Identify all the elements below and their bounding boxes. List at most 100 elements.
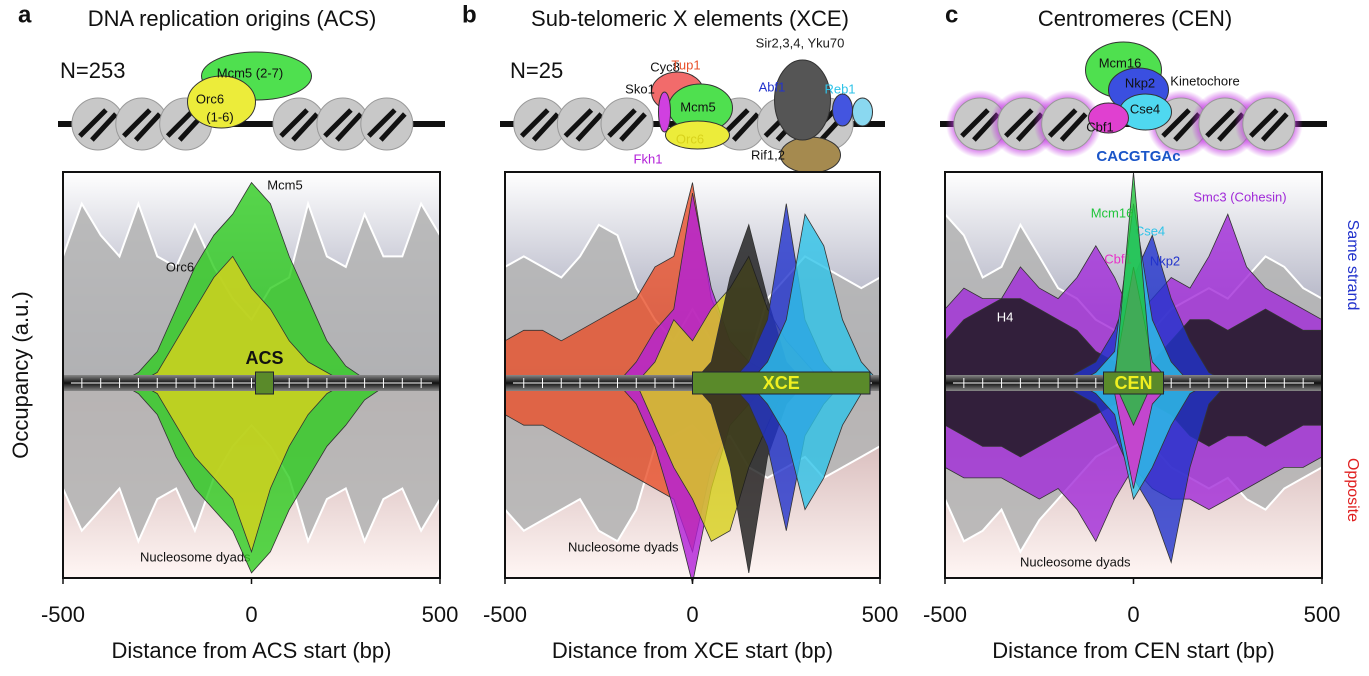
nucleosome xyxy=(1242,97,1296,151)
protein xyxy=(832,93,853,127)
nucleosome-wrap xyxy=(1004,108,1034,138)
nucleosome-wrap xyxy=(279,108,309,138)
series-label: Smc3 (Cohesin) xyxy=(1193,189,1286,204)
series-label: Nkp2 xyxy=(1150,253,1180,268)
area-fill xyxy=(505,214,880,383)
x-tick-label: 0 xyxy=(1127,602,1139,627)
nucleosome-wrap xyxy=(1260,112,1289,142)
series-label: Mcm5 xyxy=(267,177,302,192)
feature-box xyxy=(1103,371,1164,395)
nucleosome-wrap xyxy=(133,112,162,142)
strand-label: Same strand xyxy=(1344,220,1361,311)
x-axis-label: Distance from XCE start (bp) xyxy=(552,638,833,663)
protein xyxy=(658,91,671,133)
protein xyxy=(1088,102,1129,134)
nucleosome-wrap xyxy=(291,112,319,142)
nucleosome-wrap xyxy=(122,108,152,138)
panel: a DNA replication origins (ACS) N=253 Mcm5 … xyxy=(8,1,459,662)
y-axis-label: Occupancy (a.u.) xyxy=(8,291,33,459)
area-fill xyxy=(945,298,1322,383)
series-label: Sir2,3,4, Yku70 xyxy=(756,35,845,50)
nucleosome-wrap xyxy=(90,112,118,142)
x-tick-label: -500 xyxy=(923,602,967,627)
nucleosome xyxy=(600,97,654,151)
panel-letter: c xyxy=(945,1,958,28)
x-tick-label: 500 xyxy=(862,602,899,627)
nucleosome-wrap xyxy=(367,108,397,138)
x-tick-label: 0 xyxy=(245,602,257,627)
nucleosome-wrap xyxy=(960,108,990,138)
diagram-label: Nkp2 xyxy=(1125,75,1155,90)
protein xyxy=(187,75,256,129)
diagram-label: Orc6 xyxy=(196,91,224,106)
area-fill xyxy=(945,383,1322,426)
diagram-label: Mcm16 xyxy=(1099,55,1142,70)
series-label: Nucleosome dyads xyxy=(140,549,251,564)
diagram-label: Rif1,2 xyxy=(751,147,785,162)
x-tick-label: 500 xyxy=(1304,602,1341,627)
area-fill xyxy=(505,383,880,542)
series-label: H4 xyxy=(997,309,1014,324)
feature-label: XCE xyxy=(763,373,800,393)
panel-letter: b xyxy=(462,1,477,28)
series-label: Mcm16 xyxy=(1091,205,1134,220)
diagram-label: Cbf1 xyxy=(1086,119,1113,134)
panel-title: Centromeres (CEN) xyxy=(1038,6,1232,31)
nucleosome-wrap xyxy=(575,112,604,142)
nucleosome-wrap xyxy=(563,108,594,138)
nucleosome-wrap xyxy=(165,108,196,138)
diagram-label: Sko1 xyxy=(625,81,655,96)
area-fill xyxy=(945,383,1322,489)
area-fill xyxy=(63,182,440,383)
feature-box xyxy=(255,371,274,395)
panel-title: DNA replication origins (ACS) xyxy=(88,6,377,31)
n-label: N=253 xyxy=(60,58,125,83)
x-tick-label: 0 xyxy=(686,602,698,627)
series-label: Nucleosome dyads xyxy=(1020,554,1131,569)
strand-label: Opposite xyxy=(1344,458,1361,522)
series-label: Cse4 xyxy=(1135,223,1165,238)
diagram-label: Mcm5 xyxy=(680,99,715,114)
series-label: Nucleosome dyads xyxy=(568,539,679,554)
x-axis-label: Distance from CEN start (bp) xyxy=(992,638,1274,663)
panel: b Sub-telomeric X elements (XCE) N=25 Cyc8 S… xyxy=(462,1,898,662)
protein xyxy=(852,97,873,127)
nucleosome-wrap xyxy=(607,108,637,138)
series-label: Tup1 xyxy=(671,57,700,72)
series-label: Cbf1 xyxy=(1104,251,1131,266)
protein xyxy=(780,136,841,174)
series-label: Reb1 xyxy=(824,81,855,96)
area-fill xyxy=(63,383,440,552)
n-label: N=25 xyxy=(510,58,563,83)
area-fill xyxy=(945,172,1322,383)
feature-label: CEN xyxy=(1114,373,1152,393)
nucleosome-wrap xyxy=(1249,108,1279,138)
nucleosome-wrap xyxy=(1059,112,1088,142)
series-label: Fkh1 xyxy=(634,151,663,166)
nucleosome-wrap xyxy=(1161,108,1191,138)
diagram-label: Cse4 xyxy=(1130,101,1160,116)
nucleosome-wrap xyxy=(619,112,647,142)
diagram-label: Mcm5 (2-7) xyxy=(217,65,283,80)
nucleosome-wrap xyxy=(323,108,353,138)
motif: CACGTGAc xyxy=(1096,148,1180,165)
nucleosome-wrap xyxy=(1047,108,1078,138)
series-label: Abf1 xyxy=(759,79,786,94)
protein xyxy=(774,59,831,141)
area-fill xyxy=(945,383,1322,457)
protein xyxy=(665,120,730,150)
feature-label: ACS xyxy=(245,348,283,368)
nucleosome-wrap xyxy=(378,112,407,142)
nucleosome-wrap xyxy=(531,112,560,142)
area-fill xyxy=(63,256,440,383)
x-tick-label: 500 xyxy=(422,602,459,627)
area-fill xyxy=(63,203,440,383)
x-tick-label: -500 xyxy=(483,602,527,627)
nucleosome-wrap xyxy=(731,112,760,142)
nucleosome-wrap xyxy=(78,108,108,138)
x-axis-label: Distance from ACS start (bp) xyxy=(112,638,392,663)
x-tick-label: -500 xyxy=(41,602,85,627)
series-label: Orc6 xyxy=(166,259,194,274)
nucleosome-wrap xyxy=(1205,108,1235,138)
